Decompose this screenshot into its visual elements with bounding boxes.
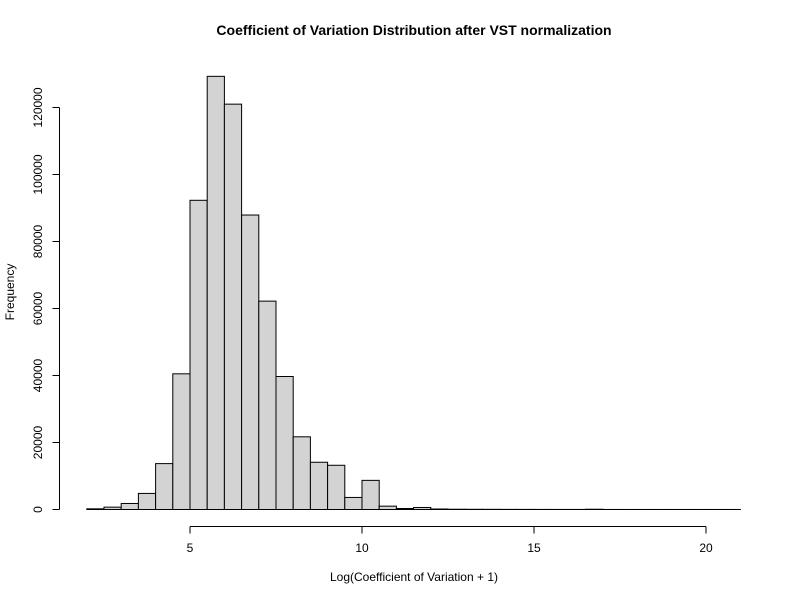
histogram-bar — [189, 199, 208, 511]
histogram-bar — [155, 463, 174, 510]
histogram-bar — [327, 464, 346, 510]
y-axis-label: Frequency — [3, 264, 17, 321]
y-tick-label: 40000 — [31, 358, 45, 392]
histogram-bar — [292, 436, 311, 510]
histogram-bar — [309, 461, 329, 511]
y-tick-label: 80000 — [31, 224, 45, 258]
histogram-bar — [275, 376, 294, 510]
histogram-bar — [120, 502, 139, 511]
x-axis-label: Log(Coefficient of Variation + 1) — [330, 570, 498, 584]
histogram-bar — [241, 214, 260, 510]
histogram-bar — [344, 496, 363, 511]
histogram-bar — [103, 506, 122, 510]
histogram-bar — [395, 508, 415, 510]
y-axis: 0 20000 40000 60000 80000 100000 120000 — [31, 87, 60, 513]
histogram-bar — [206, 75, 225, 510]
chart-title: Coefficient of Variation Distribution af… — [216, 22, 611, 38]
histogram-bar — [172, 373, 191, 510]
y-tick-label: 20000 — [31, 425, 45, 459]
histogram-bar — [413, 506, 432, 510]
histogram-bar — [258, 300, 277, 510]
x-axis: 5 10 15 20 — [187, 526, 713, 555]
histogram-bar — [378, 505, 397, 510]
y-tick-label: 0 — [31, 506, 45, 513]
histogram-bar — [223, 103, 243, 511]
y-tick-label: 100000 — [31, 154, 45, 194]
histogram-bar — [430, 508, 449, 510]
x-tick-label: 15 — [527, 541, 541, 555]
y-tick-label: 120000 — [31, 87, 45, 127]
bars-layer — [86, 75, 741, 511]
y-tick-label: 60000 — [31, 291, 45, 325]
histogram-bar — [361, 479, 380, 510]
x-tick-label: 20 — [699, 541, 713, 555]
x-tick-label: 10 — [355, 541, 369, 555]
histogram-bar — [86, 508, 105, 510]
x-tick-label: 5 — [187, 541, 194, 555]
histogram-bar — [137, 492, 157, 511]
